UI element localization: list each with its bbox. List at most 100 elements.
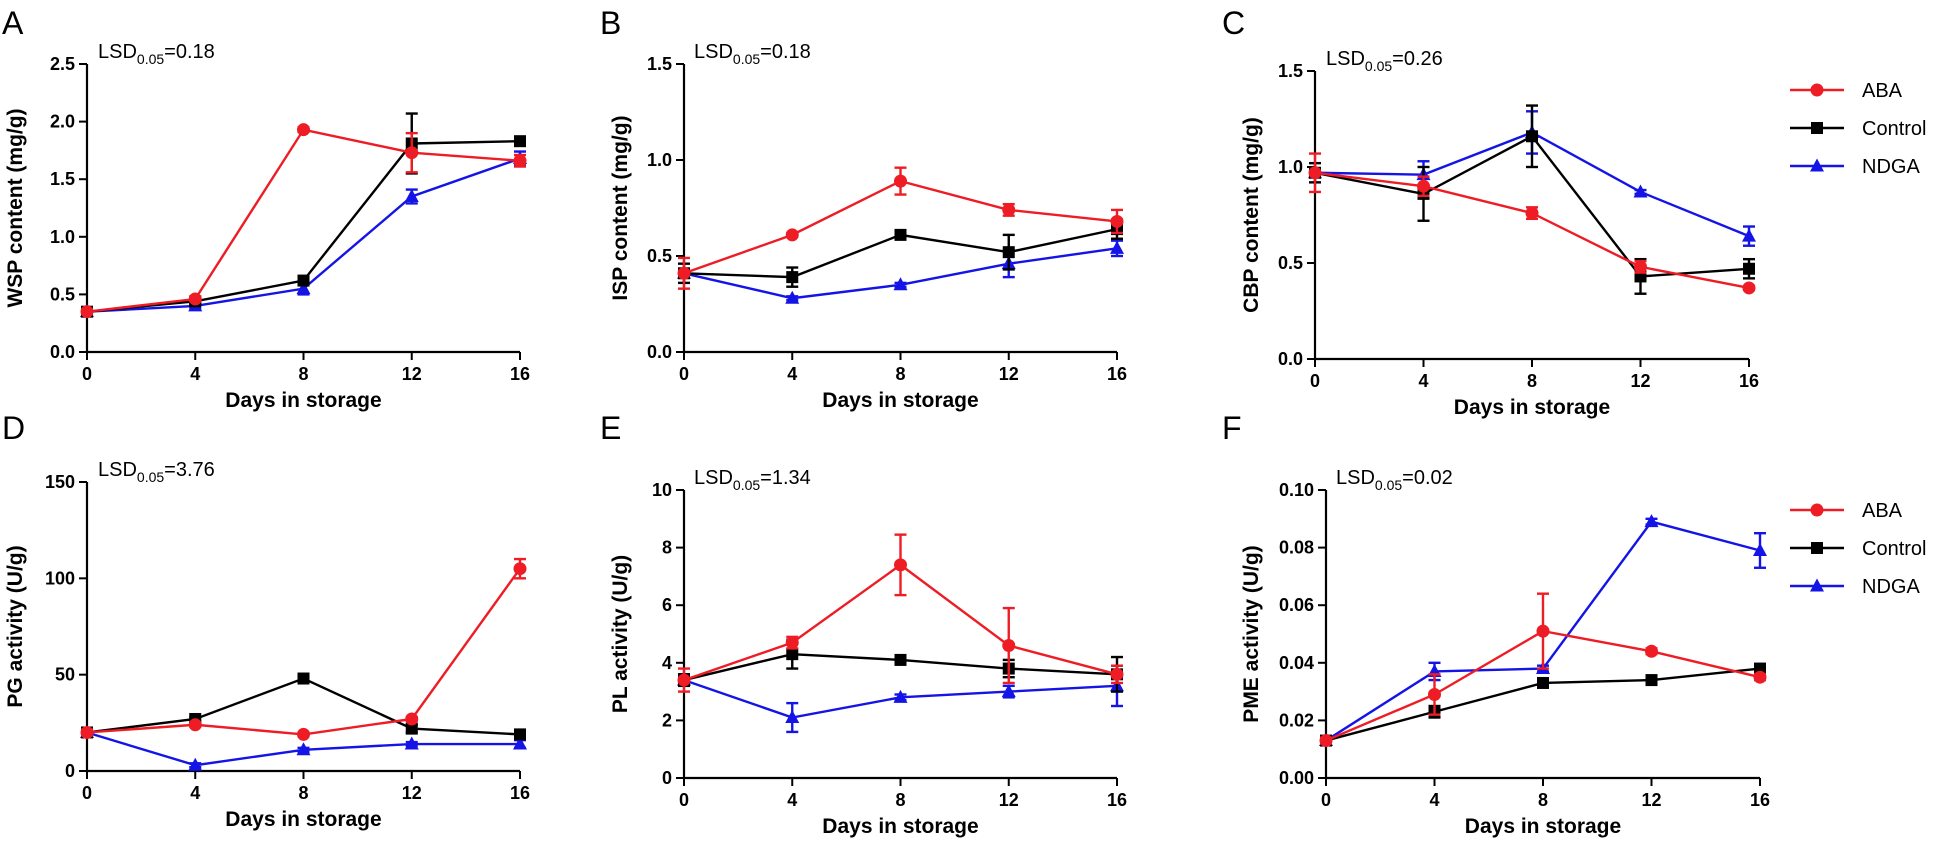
lsd-prefix: LSD xyxy=(98,459,137,481)
panel-e: E LSD0.05=1.34 0 2 4 6 8 10 0 4 8 12 16 Days in stora… xyxy=(600,410,1127,838)
legend-label: Control xyxy=(1862,118,1926,140)
data-point xyxy=(1526,130,1538,143)
y-tick-label: 100 xyxy=(45,568,75,588)
y-tick-label: 50 xyxy=(55,665,75,685)
y-tick-label: 2.0 xyxy=(50,112,75,132)
panel-b: B LSD0.05=0.18 0.0 0.5 1.0 1.5 0 4 8 12 16 Days in … xyxy=(600,5,1127,412)
legend-marker xyxy=(1810,503,1824,517)
x-tick-label: 0 xyxy=(82,783,92,803)
series-aba xyxy=(80,123,527,319)
series-control xyxy=(678,218,1123,288)
data-point xyxy=(1319,734,1333,748)
y-axis-title: PME activity (U/g) xyxy=(1240,545,1263,722)
lsd-subscript: 0.05 xyxy=(733,51,760,67)
y-tick-label: 1.0 xyxy=(647,150,672,170)
y-tick-label: 150 xyxy=(45,472,75,492)
x-tick-label: 16 xyxy=(1107,364,1127,384)
data-point xyxy=(297,727,310,741)
data-point xyxy=(513,562,527,576)
data-point xyxy=(1645,644,1658,658)
y-tick-label: 1.0 xyxy=(1278,157,1303,177)
x-tick-label: 0 xyxy=(679,790,689,810)
y-axis-title: PL activity (U/g) xyxy=(609,555,632,713)
legend-label: NDGA xyxy=(1862,156,1920,178)
x-tick-label: 12 xyxy=(402,364,422,384)
series-aba xyxy=(677,166,1124,290)
legend-label: NDGA xyxy=(1862,576,1920,598)
series-line xyxy=(683,247,1118,300)
data-point xyxy=(1633,184,1648,198)
series-control xyxy=(1320,662,1766,747)
x-tick-label: 16 xyxy=(510,783,530,803)
x-tick-label: 12 xyxy=(1630,371,1650,391)
panel-letter: C xyxy=(1222,5,1245,41)
data-point xyxy=(1001,684,1016,698)
lsd-prefix: LSD xyxy=(1326,48,1365,70)
panel-c: C LSD0.05=0.26 0.0 0.5 1.0 1.5 0 4 8 12 16 Days in … xyxy=(1222,5,1759,419)
data-point xyxy=(188,292,202,306)
data-point xyxy=(297,672,310,685)
series-aba xyxy=(1319,592,1767,748)
y-tick-label: 6 xyxy=(662,595,672,615)
x-tick-label: 16 xyxy=(1739,371,1759,391)
x-tick-label: 16 xyxy=(1750,790,1770,810)
data-point xyxy=(80,305,94,319)
y-tick-label: 10 xyxy=(652,480,672,500)
lsd-subscript: 0.05 xyxy=(733,477,760,493)
y-tick-label: 0.10 xyxy=(1279,480,1314,500)
data-point xyxy=(513,154,527,168)
legend-marker xyxy=(1811,122,1823,134)
data-point xyxy=(188,757,203,771)
data-point xyxy=(1002,246,1015,259)
y-tick-label: 0.0 xyxy=(50,342,75,362)
x-tick-label: 4 xyxy=(1429,790,1439,810)
data-point xyxy=(785,636,799,650)
data-point xyxy=(677,266,691,280)
y-tick-label: 1.0 xyxy=(50,227,75,247)
y-tick-label: 2 xyxy=(662,710,672,730)
series-line xyxy=(86,677,521,736)
y-tick-label: 1.5 xyxy=(50,169,75,189)
series-line xyxy=(1314,171,1750,290)
data-point xyxy=(1002,639,1016,653)
series-line xyxy=(86,567,521,736)
data-point xyxy=(297,123,310,137)
lsd-prefix: LSD xyxy=(98,41,137,63)
data-point xyxy=(1110,240,1124,254)
data-point xyxy=(297,274,310,287)
lsd-annotation: LSD0.05=0.18 xyxy=(98,41,215,67)
legend-item-ndga: NDGA xyxy=(1790,576,1920,598)
x-tick-label: 0 xyxy=(1321,790,1331,810)
data-point xyxy=(1536,624,1550,638)
data-point xyxy=(296,742,311,756)
x-tick-label: 12 xyxy=(1641,790,1661,810)
lsd-subscript: 0.05 xyxy=(1375,477,1402,493)
data-point xyxy=(1753,670,1767,684)
legend-marker xyxy=(1810,158,1824,172)
data-point xyxy=(785,228,799,242)
legend-label: ABA xyxy=(1862,80,1903,102)
series-aba xyxy=(80,557,527,741)
data-point xyxy=(1644,514,1659,528)
x-tick-label: 12 xyxy=(402,783,422,803)
data-point xyxy=(1110,667,1124,681)
x-axis-title: Days in storage xyxy=(1454,396,1610,419)
lsd-value: =1.34 xyxy=(760,467,811,489)
data-point xyxy=(1428,687,1441,701)
x-tick-label: 16 xyxy=(510,364,530,384)
y-tick-label: 0.00 xyxy=(1279,768,1314,788)
legend-top: ABA Control NDGA xyxy=(1790,80,1926,178)
lsd-annotation: LSD0.05=1.34 xyxy=(694,467,811,493)
y-tick-label: 0.02 xyxy=(1279,710,1314,730)
data-point xyxy=(513,736,527,750)
lsd-prefix: LSD xyxy=(1336,467,1375,489)
panel-letter: B xyxy=(600,5,621,41)
data-point xyxy=(785,290,800,304)
series-control xyxy=(678,638,1123,693)
panel-letter: E xyxy=(600,410,621,446)
lsd-subscript: 0.05 xyxy=(1365,58,1392,74)
data-point xyxy=(188,718,202,732)
legend-item-control: Control xyxy=(1790,118,1926,140)
y-tick-label: 1.5 xyxy=(647,54,672,74)
data-point xyxy=(677,673,691,687)
